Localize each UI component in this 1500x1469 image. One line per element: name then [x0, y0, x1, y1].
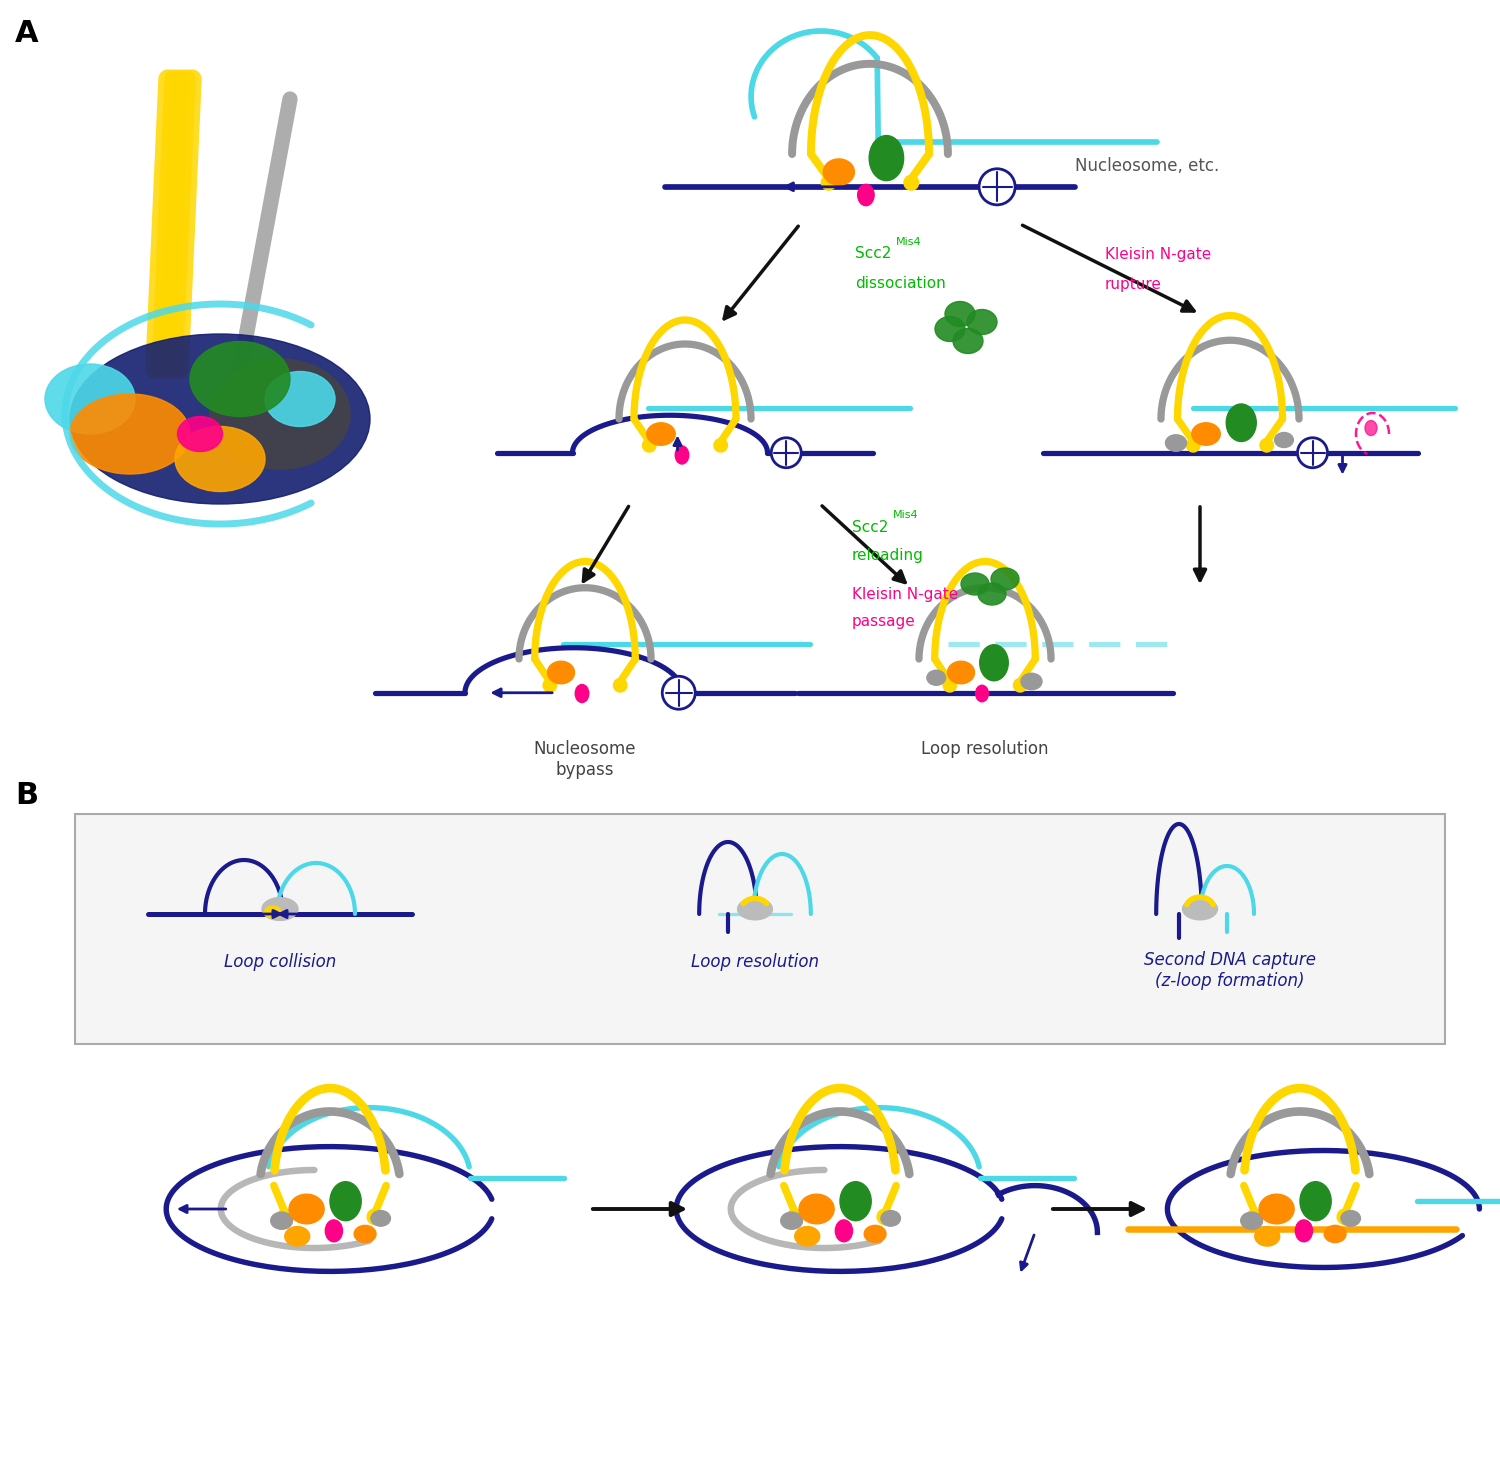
Ellipse shape — [370, 1210, 390, 1227]
Ellipse shape — [800, 1194, 834, 1224]
Ellipse shape — [904, 175, 918, 190]
Ellipse shape — [822, 175, 836, 190]
Text: Loop resolution: Loop resolution — [921, 740, 1048, 758]
Ellipse shape — [1258, 1194, 1294, 1224]
Ellipse shape — [992, 569, 1018, 591]
Ellipse shape — [975, 685, 988, 702]
Ellipse shape — [840, 1181, 872, 1221]
Text: Loop resolution: Loop resolution — [692, 953, 819, 971]
Ellipse shape — [1365, 420, 1377, 435]
Ellipse shape — [210, 358, 350, 469]
Ellipse shape — [714, 439, 728, 452]
Ellipse shape — [952, 329, 982, 354]
Ellipse shape — [864, 1225, 886, 1243]
Ellipse shape — [1191, 423, 1221, 445]
Ellipse shape — [945, 301, 975, 326]
Circle shape — [980, 169, 1016, 204]
Ellipse shape — [980, 645, 1008, 680]
Ellipse shape — [927, 670, 945, 685]
Ellipse shape — [978, 583, 1006, 605]
Text: Scc2: Scc2 — [852, 520, 888, 535]
Text: Mis4: Mis4 — [892, 510, 918, 520]
Ellipse shape — [266, 372, 334, 426]
Ellipse shape — [878, 1209, 892, 1225]
Ellipse shape — [1014, 679, 1028, 692]
Ellipse shape — [944, 679, 957, 692]
Ellipse shape — [574, 685, 588, 702]
Ellipse shape — [262, 898, 298, 921]
Ellipse shape — [1227, 404, 1257, 442]
Text: rupture: rupture — [1106, 276, 1162, 291]
Ellipse shape — [368, 1209, 382, 1225]
Ellipse shape — [1336, 1209, 1353, 1225]
Ellipse shape — [1186, 439, 1200, 452]
Ellipse shape — [880, 1210, 900, 1227]
Ellipse shape — [824, 159, 855, 185]
Ellipse shape — [968, 310, 998, 335]
Ellipse shape — [290, 1194, 324, 1224]
Text: Loop collision: Loop collision — [224, 953, 336, 971]
Ellipse shape — [646, 423, 675, 445]
Text: Scc2: Scc2 — [855, 247, 891, 261]
Ellipse shape — [70, 333, 370, 504]
Text: B: B — [15, 782, 38, 809]
Ellipse shape — [1341, 1210, 1360, 1227]
Text: Kleisin N-gate: Kleisin N-gate — [852, 586, 958, 601]
Circle shape — [663, 676, 694, 710]
Ellipse shape — [788, 1209, 802, 1225]
Ellipse shape — [868, 135, 903, 181]
Ellipse shape — [176, 426, 266, 492]
Text: Nucleosome, etc.: Nucleosome, etc. — [1076, 157, 1220, 175]
FancyBboxPatch shape — [75, 814, 1444, 1044]
Ellipse shape — [548, 661, 574, 683]
Ellipse shape — [675, 447, 688, 464]
Text: Second DNA capture
(z-loop formation): Second DNA capture (z-loop formation) — [1144, 952, 1316, 990]
Ellipse shape — [1260, 439, 1274, 452]
Ellipse shape — [45, 364, 135, 433]
Ellipse shape — [1240, 1212, 1263, 1230]
Ellipse shape — [948, 661, 975, 683]
Text: Mis4: Mis4 — [896, 237, 921, 247]
Text: Kleisin N-gate: Kleisin N-gate — [1106, 247, 1212, 261]
Ellipse shape — [1166, 435, 1186, 451]
Ellipse shape — [70, 394, 190, 474]
Ellipse shape — [858, 184, 874, 206]
Ellipse shape — [190, 341, 290, 417]
Ellipse shape — [795, 1227, 819, 1246]
Ellipse shape — [1248, 1209, 1263, 1225]
Ellipse shape — [543, 679, 556, 692]
Ellipse shape — [836, 1219, 852, 1241]
Ellipse shape — [1324, 1225, 1346, 1243]
Ellipse shape — [270, 1212, 292, 1230]
Circle shape — [771, 438, 801, 467]
Ellipse shape — [780, 1212, 802, 1230]
Text: A: A — [15, 19, 39, 48]
Ellipse shape — [642, 439, 656, 452]
Ellipse shape — [1275, 432, 1293, 448]
Ellipse shape — [1296, 1219, 1312, 1241]
Text: reloading: reloading — [852, 548, 924, 564]
Text: Nucleosome
bypass: Nucleosome bypass — [534, 740, 636, 779]
Text: dissociation: dissociation — [855, 276, 946, 291]
Ellipse shape — [738, 898, 772, 920]
Ellipse shape — [326, 1219, 342, 1241]
Ellipse shape — [1022, 673, 1042, 690]
Ellipse shape — [934, 316, 964, 341]
Ellipse shape — [330, 1181, 362, 1221]
Circle shape — [1298, 438, 1328, 467]
Ellipse shape — [264, 906, 280, 918]
Ellipse shape — [1300, 1181, 1330, 1221]
Ellipse shape — [614, 679, 627, 692]
Text: passage: passage — [852, 614, 915, 630]
Ellipse shape — [962, 573, 988, 595]
Ellipse shape — [1256, 1227, 1280, 1246]
Ellipse shape — [177, 417, 222, 451]
Ellipse shape — [285, 1227, 309, 1246]
Ellipse shape — [1182, 898, 1218, 920]
Ellipse shape — [278, 1209, 292, 1225]
Ellipse shape — [354, 1225, 376, 1243]
